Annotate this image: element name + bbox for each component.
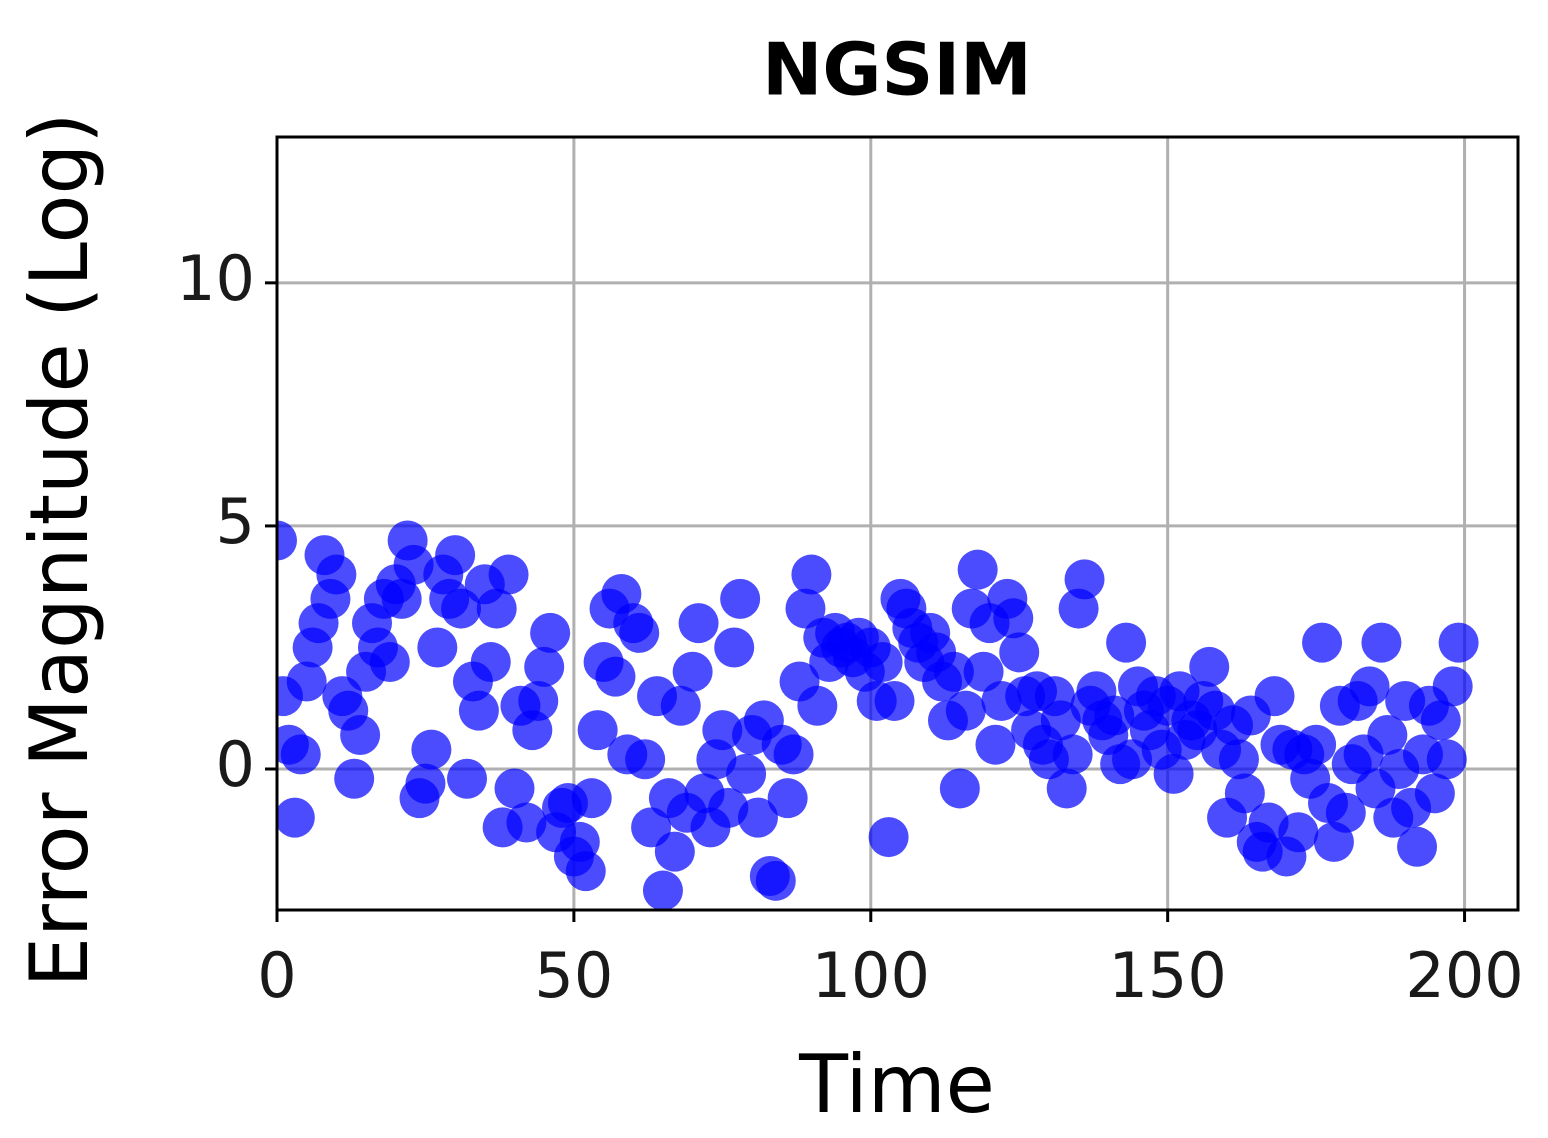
point	[458, 690, 499, 731]
points	[277, 520, 1479, 910]
point	[702, 710, 743, 751]
point	[785, 588, 826, 629]
point	[417, 627, 458, 668]
point	[868, 817, 909, 858]
point	[1046, 768, 1087, 809]
point	[660, 685, 701, 726]
point	[280, 734, 321, 775]
point	[791, 554, 832, 595]
point	[286, 661, 327, 702]
point	[1278, 812, 1319, 853]
point	[565, 851, 606, 892]
plot-frame	[275, 135, 1520, 912]
point	[381, 578, 422, 619]
point	[1064, 559, 1105, 600]
point	[1189, 646, 1230, 687]
point	[957, 549, 998, 590]
point	[435, 535, 476, 576]
point	[488, 554, 529, 595]
y-tick-label: 0	[216, 728, 255, 801]
point	[1367, 714, 1408, 755]
point	[1414, 773, 1455, 814]
point	[755, 860, 796, 901]
point	[945, 690, 986, 731]
point	[1397, 826, 1438, 867]
point	[1224, 773, 1265, 814]
point	[874, 680, 915, 721]
point	[1438, 622, 1479, 663]
point	[524, 646, 565, 687]
point	[334, 758, 375, 799]
point	[1094, 695, 1135, 736]
point	[737, 797, 778, 838]
point	[277, 520, 297, 561]
point	[720, 578, 761, 619]
chart-title: NGSIM	[762, 28, 1032, 112]
point	[773, 734, 814, 775]
point	[714, 627, 755, 668]
point	[862, 642, 903, 683]
point	[1296, 724, 1337, 765]
point	[963, 651, 1004, 692]
point	[993, 598, 1034, 639]
point	[447, 758, 488, 799]
point	[277, 797, 315, 838]
point	[470, 642, 511, 683]
point	[1426, 739, 1467, 780]
point	[619, 612, 660, 653]
point	[518, 680, 559, 721]
point	[939, 768, 980, 809]
point	[405, 763, 446, 804]
point	[1325, 792, 1366, 833]
point	[595, 656, 636, 697]
point	[1218, 739, 1259, 780]
point	[369, 642, 410, 683]
point	[571, 778, 612, 819]
x-tick-label: 150	[1108, 939, 1226, 1012]
point	[1420, 700, 1461, 741]
x-tick-label: 200	[1405, 939, 1523, 1012]
point	[625, 739, 666, 780]
x-axis-label: Time	[798, 1038, 995, 1131]
point	[767, 778, 808, 819]
y-tick-label: 10	[176, 242, 255, 315]
point	[1432, 666, 1473, 707]
y-axis-label: Error Magnitude (Log)	[13, 113, 106, 988]
point	[316, 554, 357, 595]
point	[797, 685, 838, 726]
point	[975, 724, 1016, 765]
x-tick-label: 0	[257, 939, 296, 1012]
point	[577, 710, 618, 751]
point	[340, 714, 381, 755]
point	[678, 603, 719, 644]
point	[1302, 622, 1343, 663]
point	[1052, 734, 1093, 775]
y-tick-label: 5	[216, 485, 255, 558]
point	[1106, 622, 1147, 663]
point	[1040, 700, 1081, 741]
point	[999, 632, 1040, 673]
point	[1153, 753, 1194, 794]
point	[1254, 676, 1295, 717]
point	[1361, 622, 1402, 663]
point	[933, 651, 974, 692]
point	[494, 768, 535, 809]
point	[654, 831, 695, 872]
point	[411, 729, 452, 770]
point	[1349, 666, 1390, 707]
point	[476, 588, 517, 629]
x-tick-label: 100	[812, 939, 930, 1012]
point	[530, 612, 571, 653]
x-tick-label: 50	[534, 939, 613, 1012]
point	[726, 753, 767, 794]
point	[672, 651, 713, 692]
point	[642, 870, 683, 910]
